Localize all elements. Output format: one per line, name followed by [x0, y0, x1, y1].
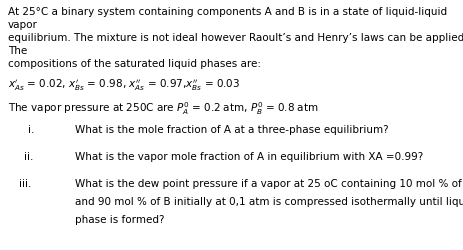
Text: phase is formed?: phase is formed?	[75, 214, 164, 224]
Text: and 90 mol % of B initially at 0,1 atm is compressed isothermally until liquid: and 90 mol % of B initially at 0,1 atm i…	[75, 196, 463, 206]
Text: vapor: vapor	[8, 20, 38, 30]
Text: What is the vapor mole fraction of A in equilibrium with XA =0.99?: What is the vapor mole fraction of A in …	[75, 152, 422, 161]
Text: $x^{\prime}_{As}$ = 0.02, $x^{\prime}_{Bs}$ = 0.98, $x^{\prime\prime}_{As}$ = 0.: $x^{\prime}_{As}$ = 0.02, $x^{\prime}_{B…	[8, 78, 240, 93]
Text: The vapor pressure at 250C are $P^{0}_{A}$ = 0.2 atm, $P^{0}_{B}$ = 0.8 atm: The vapor pressure at 250C are $P^{0}_{A…	[8, 100, 318, 116]
Text: i.: i.	[28, 124, 34, 134]
Text: compositions of the saturated liquid phases are:: compositions of the saturated liquid pha…	[8, 59, 261, 69]
Text: iii.: iii.	[19, 178, 31, 188]
Text: At 25°C a binary system containing components A and B is in a state of liquid-li: At 25°C a binary system containing compo…	[8, 7, 446, 17]
Text: equilibrium. The mixture is not ideal however Raoult’s and Henry’s laws can be a: equilibrium. The mixture is not ideal ho…	[8, 33, 463, 43]
Text: What is the dew point pressure if a vapor at 25 oC containing 10 mol % of A: What is the dew point pressure if a vapo…	[75, 178, 463, 188]
Text: ii.: ii.	[24, 152, 33, 161]
Text: The: The	[8, 46, 27, 56]
Text: What is the mole fraction of A at a three-phase equilibrium?: What is the mole fraction of A at a thre…	[75, 124, 388, 134]
